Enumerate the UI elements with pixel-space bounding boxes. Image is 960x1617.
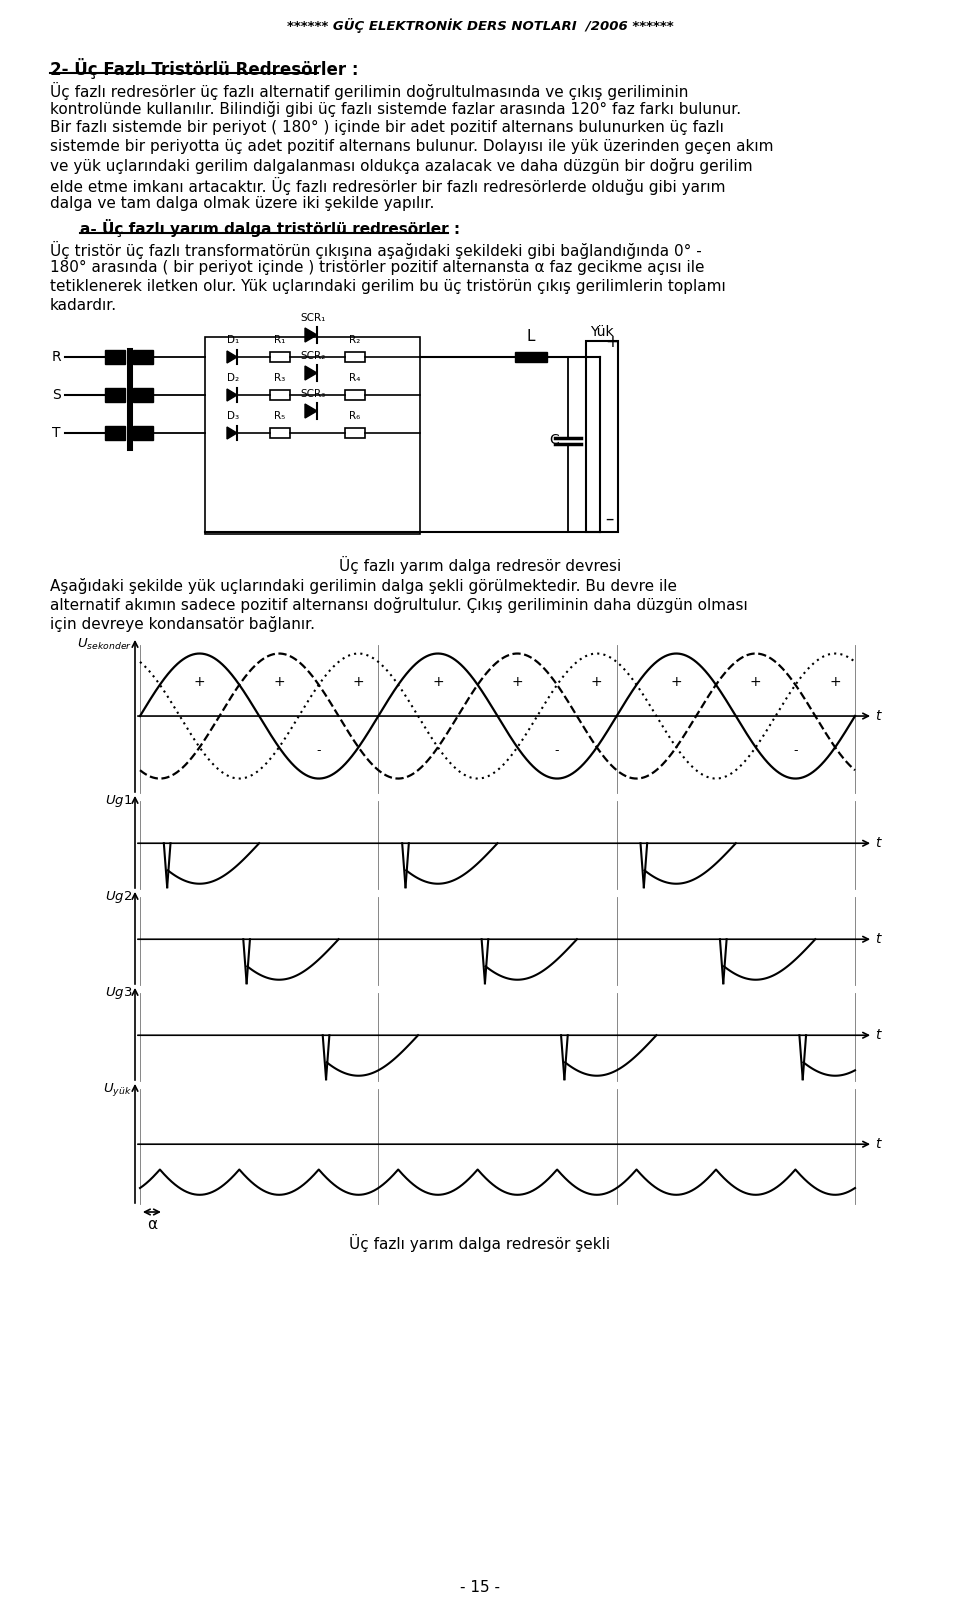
Text: S: S: [52, 388, 60, 403]
Text: D₁: D₁: [227, 335, 239, 344]
Text: +: +: [432, 674, 444, 689]
Text: +: +: [512, 674, 523, 689]
Text: +: +: [591, 674, 603, 689]
Text: -: -: [555, 744, 560, 757]
Text: +: +: [352, 674, 364, 689]
Bar: [105, 425, 125, 440]
Text: 2- Üç Fazlı Tristörlü Redresörler :: 2- Üç Fazlı Tristörlü Redresörler :: [50, 58, 358, 79]
Text: dalga ve tam dalga olmak üzere iki şekilde yapılır.: dalga ve tam dalga olmak üzere iki şekil…: [50, 196, 434, 210]
Text: $U_{sekonder}$: $U_{sekonder}$: [77, 637, 132, 652]
Bar: [105, 349, 125, 364]
Text: - 15 -: - 15 -: [460, 1580, 500, 1594]
Text: +: +: [829, 674, 841, 689]
Text: Bir fazlı sistemde bir periyot ( 180° ) içinde bir adet pozitif alternans bulunu: Bir fazlı sistemde bir periyot ( 180° ) …: [50, 120, 724, 134]
Text: SCR₃: SCR₃: [300, 390, 325, 399]
Text: R₃: R₃: [275, 374, 286, 383]
Text: –: –: [605, 509, 613, 529]
Polygon shape: [305, 365, 317, 380]
Text: kadardır.: kadardır.: [50, 298, 117, 314]
Text: $Ug2$: $Ug2$: [105, 889, 132, 906]
Bar: [270, 390, 290, 399]
Text: a- Üç fazlı yarım dalga tristörlü redresörler :: a- Üç fazlı yarım dalga tristörlü redres…: [80, 218, 460, 238]
Text: t: t: [875, 1028, 880, 1043]
Text: SCR₁: SCR₁: [300, 314, 325, 323]
Text: +: +: [750, 674, 761, 689]
Text: R₂: R₂: [349, 335, 361, 344]
Text: -: -: [317, 744, 321, 757]
Text: Yük: Yük: [590, 325, 613, 340]
Bar: [345, 429, 365, 438]
Text: $U_{yük}$: $U_{yük}$: [104, 1082, 132, 1098]
Text: R₁: R₁: [275, 335, 286, 344]
Text: R: R: [52, 349, 61, 364]
Text: tetiklenerek iletken olur. Yük uçlarındaki gerilim bu üç tristörün çıkış gerilim: tetiklenerek iletken olur. Yük uçlarında…: [50, 280, 726, 294]
Polygon shape: [305, 328, 317, 343]
Bar: [205, 336, 420, 534]
Bar: [586, 341, 618, 532]
Text: t: t: [875, 708, 880, 723]
Text: t: t: [875, 933, 880, 946]
Polygon shape: [227, 351, 237, 362]
Text: L: L: [527, 328, 536, 344]
Text: R₄: R₄: [349, 374, 361, 383]
Text: T: T: [52, 425, 60, 440]
Bar: [345, 353, 365, 362]
Bar: [270, 353, 290, 362]
Bar: [133, 388, 153, 403]
Bar: [133, 349, 153, 364]
Bar: [270, 429, 290, 438]
Text: C: C: [549, 433, 559, 448]
Text: ve yük uçlarındaki gerilim dalgalanması oldukça azalacak ve daha düzgün bir doğr: ve yük uçlarındaki gerilim dalgalanması …: [50, 158, 753, 175]
Bar: [133, 425, 153, 440]
Text: sistemde bir periyotta üç adet pozitif alternans bulunur. Dolayısı ile yük üzeri: sistemde bir periyotta üç adet pozitif a…: [50, 139, 774, 154]
Text: alternatif akımın sadece pozitif alternansı doğrultulur. Çıkış geriliminin daha : alternatif akımın sadece pozitif alterna…: [50, 597, 748, 613]
Text: -: -: [793, 744, 798, 757]
Text: $Ug3$: $Ug3$: [105, 985, 132, 1001]
Text: D₃: D₃: [227, 411, 239, 420]
Text: Üç fazlı yarım dalga redresör şekli: Üç fazlı yarım dalga redresör şekli: [349, 1234, 611, 1252]
Bar: [105, 388, 125, 403]
Text: 180° arasında ( bir periyot içinde ) tristörler pozitif alternansta α faz gecikm: 180° arasında ( bir periyot içinde ) tri…: [50, 260, 705, 275]
Text: SCR₂: SCR₂: [300, 351, 325, 361]
Text: kontrolünde kullanılır. Bilindiği gibi üç fazlı sistemde fazlar arasında 120° fa: kontrolünde kullanılır. Bilindiği gibi ü…: [50, 100, 741, 116]
Bar: [515, 353, 547, 362]
Polygon shape: [305, 404, 317, 419]
Polygon shape: [227, 390, 237, 401]
Text: α: α: [147, 1218, 157, 1232]
Text: D₂: D₂: [227, 374, 239, 383]
Text: Üç fazlı redresörler üç fazlı alternatif gerilimin doğrultulmasında ve çıkış ger: Üç fazlı redresörler üç fazlı alternatif…: [50, 82, 688, 100]
Text: R₆: R₆: [349, 411, 361, 420]
Text: +: +: [194, 674, 205, 689]
Text: Üç fazlı yarım dalga redresör devresi: Üç fazlı yarım dalga redresör devresi: [339, 556, 621, 574]
Text: +: +: [670, 674, 682, 689]
Text: için devreye kondansatör bağlanır.: için devreye kondansatör bağlanır.: [50, 616, 315, 632]
Text: ****** GÜÇ ELEKTRONİK DERS NOTLARI  /2006 ******: ****** GÜÇ ELEKTRONİK DERS NOTLARI /2006…: [287, 18, 673, 32]
Text: Üç tristör üç fazlı transformatörün çıkışına aşağıdaki şekildeki gibi bağlandığı: Üç tristör üç fazlı transformatörün çıkı…: [50, 241, 702, 259]
Text: +: +: [274, 674, 285, 689]
Text: t: t: [875, 1137, 880, 1151]
Text: Aşağıdaki şekilde yük uçlarındaki gerilimin dalga şekli görülmektedir. Bu devre : Aşağıdaki şekilde yük uçlarındaki gerili…: [50, 577, 677, 593]
Polygon shape: [227, 427, 237, 438]
Text: +: +: [605, 333, 619, 351]
Text: R₅: R₅: [275, 411, 286, 420]
Text: elde etme imkanı artacaktır. Üç fazlı redresörler bir fazlı redresörlerde olduğu: elde etme imkanı artacaktır. Üç fazlı re…: [50, 176, 726, 196]
Text: $Ug1$: $Ug1$: [105, 792, 132, 808]
Bar: [345, 390, 365, 399]
Text: t: t: [875, 836, 880, 851]
